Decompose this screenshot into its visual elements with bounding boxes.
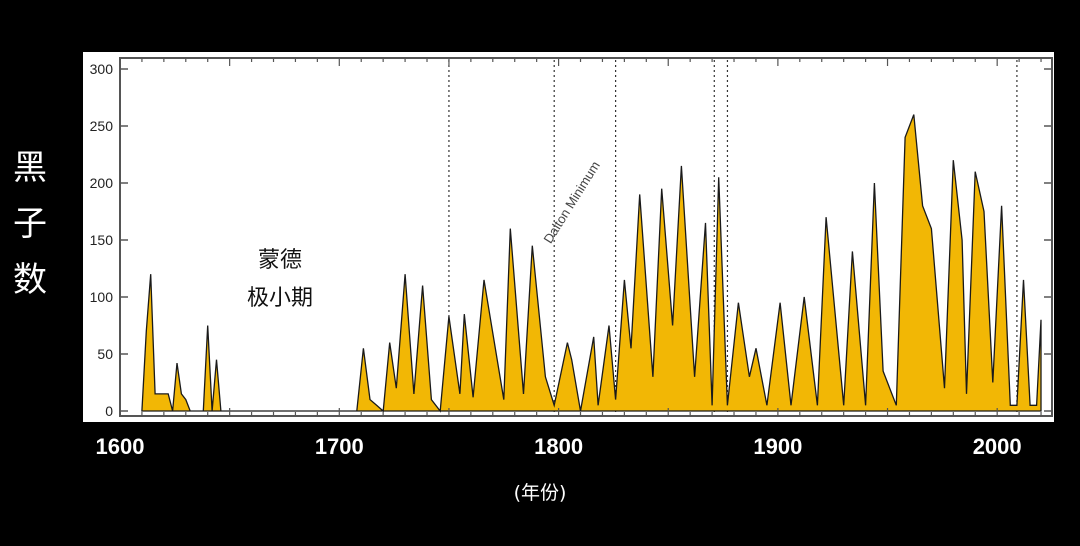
y-label-char-1: 黑 (13, 148, 47, 188)
x-tick-label-0: 1600 (96, 434, 145, 459)
x-tick-label-3: 1900 (753, 434, 802, 459)
y-tick-label-6: 300 (90, 61, 114, 77)
x-axis-label: (年份) (513, 482, 567, 504)
maunder-minimum-line2: 极小期 (246, 286, 313, 311)
y-tick-label-4: 200 (90, 175, 114, 191)
y-tick-label-3: 150 (90, 232, 114, 248)
y-tick-label-0: 0 (105, 403, 113, 419)
y-tick-label-5: 250 (90, 118, 114, 134)
y-axis-ticks: 0 50 100 150 200 250 300 (90, 61, 1052, 419)
y-tick-label-1: 50 (97, 346, 113, 362)
x-tick-label-4: 2000 (973, 434, 1022, 459)
sunspot-area (141, 114, 1042, 413)
y-label-char-3: 数 (13, 260, 47, 300)
maunder-minimum-line1: 蒙德 (257, 248, 302, 273)
x-tick-label-1: 1700 (315, 434, 364, 459)
x-tick-label-2: 1800 (534, 434, 583, 459)
y-tick-label-2: 100 (90, 289, 114, 305)
y-label-char-2: 子 (13, 204, 47, 244)
inner-frame (119, 57, 1053, 417)
x-axis-ticks: 1600 1700 1800 1900 2000 (96, 58, 1042, 459)
